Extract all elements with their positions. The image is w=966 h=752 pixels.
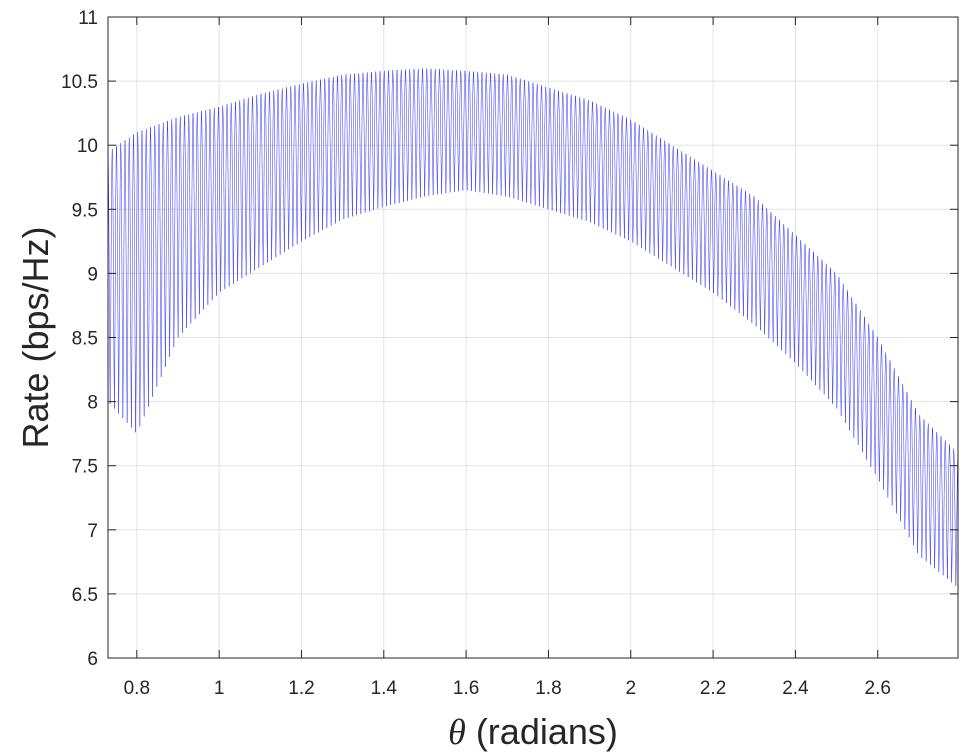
x-tick-label: 1 <box>214 678 225 699</box>
y-tick-label: 7.5 <box>72 457 98 478</box>
y-tick-label: 8 <box>87 393 98 414</box>
x-tick-label: 1.2 <box>288 678 314 699</box>
x-tick-label: 2.2 <box>700 678 726 699</box>
ticks: 0.8 1 1.2 1.4 1.6 1.8 2 2.2 2.4 2.6 6 6.5 7 7.5 8 8.5 9 9… <box>61 8 958 699</box>
y-tick-label: 7 <box>87 521 98 542</box>
x-axis-label-text: (radians) <box>466 711 618 752</box>
x-tick-label: 1.4 <box>371 678 398 699</box>
rate-series-line <box>107 68 959 586</box>
x-tick-label: 2 <box>625 678 636 699</box>
x-axis-label: θ (radians) <box>448 711 618 752</box>
grid <box>108 16 958 659</box>
y-tick-label: 9.5 <box>72 200 98 221</box>
x-tick-label: 1.8 <box>535 678 561 699</box>
y-tick-label: 10 <box>77 136 98 157</box>
y-tick-label: 9 <box>87 264 98 285</box>
x-tick-label: 1.6 <box>453 678 479 699</box>
x-tick-label: 2.6 <box>865 678 891 699</box>
x-tick-label: 2.4 <box>782 678 809 699</box>
y-tick-label: 8.5 <box>72 329 98 350</box>
plot-area <box>107 68 959 586</box>
x-tick-label: 0.8 <box>124 678 150 699</box>
y-axis-label: Rate (bps/Hz) <box>15 226 56 448</box>
x-axis-label-symbol: θ <box>448 712 466 752</box>
y-tick-label: 11 <box>78 8 98 29</box>
y-tick-label: 10.5 <box>61 72 98 93</box>
y-tick-label: 6.5 <box>72 585 98 606</box>
y-tick-label: 6 <box>87 649 98 670</box>
